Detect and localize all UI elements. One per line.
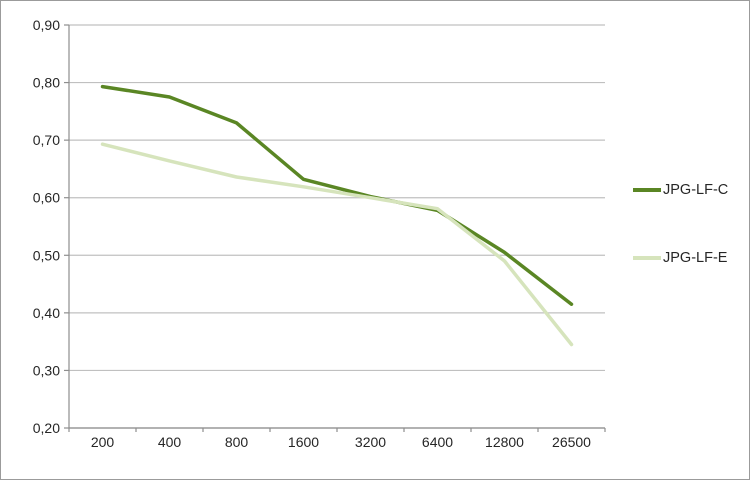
y-axis-label: 0,20: [33, 420, 60, 436]
y-axis-label: 0,40: [33, 305, 60, 321]
x-axis-label: 800: [225, 434, 249, 450]
x-axis-label: 6400: [422, 434, 453, 450]
y-axis-label: 0,50: [33, 247, 60, 263]
y-axis-label: 0,80: [33, 75, 60, 91]
x-axis-label: 3200: [355, 434, 386, 450]
legend-item-jpg-lf-c: JPG-LF-C: [633, 181, 728, 199]
series-line-jpg-lf-e: [100, 142, 574, 347]
x-axis-label: 200: [91, 434, 115, 450]
x-axis-label: 400: [158, 434, 182, 450]
chart-legend: JPG-LF-C JPG-LF-E: [633, 181, 728, 267]
legend-label: JPG-LF-E: [663, 250, 728, 266]
x-axis-label: 26500: [552, 434, 591, 450]
y-axis-label: 0,60: [33, 190, 60, 206]
x-axis-label: 1600: [288, 434, 319, 450]
legend-item-jpg-lf-e: JPG-LF-E: [633, 249, 728, 267]
y-axis-label: 0,70: [33, 132, 60, 148]
series-line-jpg-lf-c: [100, 84, 574, 306]
y-axis-label: 0,90: [33, 17, 60, 33]
x-axis-label: 12800: [485, 434, 524, 450]
legend-line-swatch: [633, 188, 661, 192]
legend-label: JPG-LF-C: [663, 182, 729, 198]
y-axis-label: 0,30: [33, 362, 60, 378]
legend-line-swatch: [633, 256, 661, 260]
